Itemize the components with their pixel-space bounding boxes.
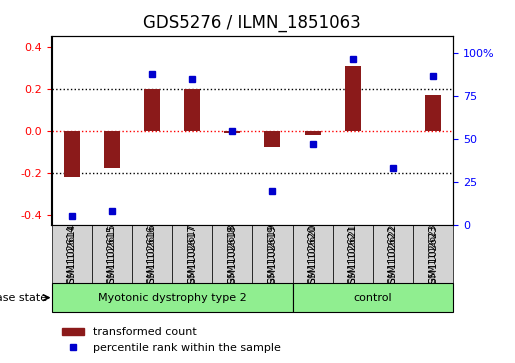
Text: GSM1102617: GSM1102617 [187,224,197,285]
FancyBboxPatch shape [52,225,92,283]
Text: GSM1102616: GSM1102616 [147,224,157,285]
FancyBboxPatch shape [132,225,172,283]
FancyBboxPatch shape [92,225,132,283]
Bar [264,131,281,147]
Text: GSM1102619: GSM1102619 [267,225,278,290]
FancyBboxPatch shape [252,225,293,283]
FancyBboxPatch shape [212,225,252,283]
Bar [184,89,200,131]
FancyBboxPatch shape [52,283,293,312]
Bar [104,131,120,168]
FancyBboxPatch shape [373,225,413,283]
Text: GSM1102614: GSM1102614 [67,224,76,284]
Text: GSM1102623: GSM1102623 [428,225,438,290]
Text: GSM1102619: GSM1102619 [268,224,277,285]
Text: GSM1102615: GSM1102615 [107,225,117,290]
Text: GSM1102620: GSM1102620 [308,224,317,284]
Text: disease state: disease state [0,293,47,303]
Text: GSM1102617: GSM1102617 [187,225,197,290]
FancyBboxPatch shape [413,225,453,283]
Title: GDS5276 / ILMN_1851063: GDS5276 / ILMN_1851063 [144,14,361,32]
Bar [304,131,321,135]
Text: GSM1102622: GSM1102622 [388,225,398,290]
FancyBboxPatch shape [293,283,453,312]
Text: GSM1102616: GSM1102616 [147,225,157,290]
Text: GSM1102614: GSM1102614 [66,225,77,290]
Text: GSM1102623: GSM1102623 [428,224,438,284]
Text: GSM1102621: GSM1102621 [348,224,357,284]
Text: GSM1102621: GSM1102621 [348,225,358,290]
FancyBboxPatch shape [172,225,212,283]
Text: Myotonic dystrophy type 2: Myotonic dystrophy type 2 [98,293,246,303]
Bar [224,131,241,133]
Text: GSM1102620: GSM1102620 [307,225,318,290]
Text: control: control [353,293,392,303]
Legend: transformed count, percentile rank within the sample: transformed count, percentile rank withi… [57,323,285,358]
Bar [144,89,160,131]
Text: GSM1102618: GSM1102618 [228,224,237,285]
Text: GSM1102622: GSM1102622 [388,224,398,284]
Bar [345,66,361,131]
Bar [63,131,80,177]
Text: GSM1102615: GSM1102615 [107,224,116,285]
FancyBboxPatch shape [293,225,333,283]
Text: GSM1102618: GSM1102618 [227,225,237,290]
Bar [425,95,441,131]
FancyBboxPatch shape [333,225,373,283]
